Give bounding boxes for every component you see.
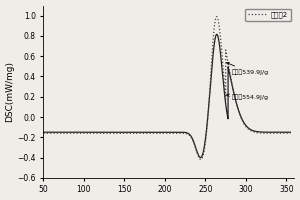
实施兦2	[147, 132, 151, 134]
Y-axis label: DSC(mW/mg): DSC(mW/mg)	[6, 61, 15, 122]
实施兦2	[289, 132, 292, 134]
实施兦2	[215, 15, 218, 18]
Text: 面积：539.9J/g: 面积：539.9J/g	[226, 63, 269, 75]
实施兦2	[159, 132, 163, 134]
Line: 实施兦2: 实施兦2	[44, 17, 290, 160]
实施兦2	[146, 132, 149, 134]
实施兦2	[42, 132, 45, 134]
实施兦2	[281, 132, 285, 134]
实施兦2	[269, 132, 272, 134]
实施兦2	[199, 158, 202, 161]
实施兦2	[221, 65, 225, 67]
Legend: 实施兦2: 实施兦2	[245, 9, 291, 21]
Text: 面积：554.9J/g: 面积：554.9J/g	[226, 94, 269, 100]
